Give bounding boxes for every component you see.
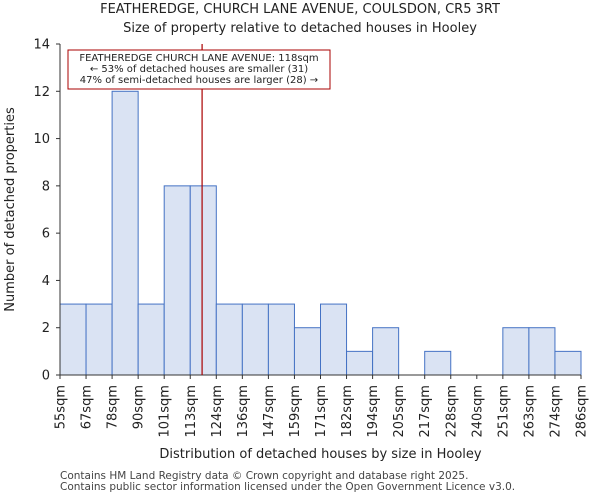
- y-tick-label: 0: [42, 369, 50, 384]
- bar-147sqm: [267, 303, 295, 376]
- x-tick-label: 101sqm: [158, 385, 173, 438]
- x-tick-label: 274sqm: [548, 385, 563, 438]
- x-tick-label: 55sqm: [54, 385, 69, 429]
- x-tick-label: 182sqm: [340, 385, 355, 438]
- x-tick-label: 286sqm: [575, 385, 590, 438]
- x-tick-label: 67sqm: [80, 385, 95, 429]
- x-tick-label: 78sqm: [106, 385, 121, 429]
- annotation-line-1: FEATHEREDGE CHURCH LANE AVENUE: 118sqm: [79, 53, 318, 64]
- x-tick-label: 147sqm: [262, 385, 277, 438]
- x-tick-label: 263sqm: [522, 385, 537, 438]
- x-ticks-group: 55sqm 67sqm 78sqm 90sqm 101sqm 113sqm 124sqm 13…: [54, 375, 590, 438]
- x-axis-label: Distribution of detached houses by size …: [159, 447, 482, 462]
- attribution-footer: Contains HM Land Registry data © Crown c…: [60, 471, 515, 493]
- y-tick-label: 12: [33, 85, 50, 100]
- bar-55sqm: [59, 303, 87, 376]
- y-tick-label: 6: [42, 227, 50, 242]
- bar-217sqm: [424, 350, 452, 376]
- bar-171sqm: [320, 303, 348, 376]
- x-tick-label: 90sqm: [132, 385, 147, 429]
- bar-124sqm: [215, 303, 243, 376]
- y-tick-label: 2: [42, 321, 50, 336]
- bar-90sqm: [137, 303, 165, 376]
- annotation-box: [67, 49, 331, 90]
- bar-78sqm: [111, 90, 139, 376]
- bar-101sqm: [163, 185, 191, 376]
- x-tick-label: 159sqm: [288, 385, 303, 438]
- bar-251sqm: [502, 327, 530, 376]
- x-tick-label: 136sqm: [236, 385, 251, 438]
- x-tick-label: 205sqm: [392, 385, 407, 438]
- y-tick-label: 4: [42, 274, 50, 289]
- bar-159sqm: [293, 327, 322, 376]
- attribution-line-2: Contains public sector information licen…: [60, 481, 516, 493]
- bar-67sqm: [85, 303, 113, 376]
- bars-group: [59, 90, 582, 376]
- y-axis-label: Number of detached properties: [3, 107, 18, 312]
- chart-subtitle: Size of property relative to detached ho…: [123, 21, 477, 36]
- attribution-line-1: Contains HM Land Registry data © Crown c…: [60, 470, 469, 482]
- x-tick-label: 194sqm: [366, 385, 381, 438]
- x-tick-label: 124sqm: [210, 385, 225, 438]
- chart-title: FEATHEREDGE, CHURCH LANE AVENUE, COULSDO…: [100, 2, 500, 17]
- y-tick-label: 8: [42, 179, 50, 194]
- y-tick-label: 14: [33, 38, 50, 53]
- annotation-line-3: 47% of semi-detached houses are larger (…: [80, 75, 318, 86]
- bar-274sqm: [554, 350, 582, 376]
- chart-title-block: FEATHEREDGE, CHURCH LANE AVENUE, COULSDO…: [0, 0, 600, 38]
- bar-113sqm: [189, 185, 217, 376]
- x-tick-label: 113sqm: [184, 385, 199, 438]
- y-ticks-group: 0 2 4 6 8 10 12 14: [33, 38, 60, 384]
- bar-182sqm: [346, 350, 374, 376]
- annotation-line-2: ← 53% of detached houses are smaller (31…: [90, 64, 308, 75]
- x-tick-label: 240sqm: [470, 385, 485, 438]
- x-tick-label: 251sqm: [496, 385, 511, 438]
- x-tick-label: 171sqm: [314, 385, 329, 438]
- x-tick-label: 217sqm: [418, 385, 433, 438]
- bar-194sqm: [372, 327, 400, 376]
- x-tick-label: 228sqm: [444, 385, 459, 438]
- bar-136sqm: [241, 303, 269, 376]
- y-tick-label: 10: [33, 132, 50, 147]
- bar-263sqm: [528, 327, 556, 376]
